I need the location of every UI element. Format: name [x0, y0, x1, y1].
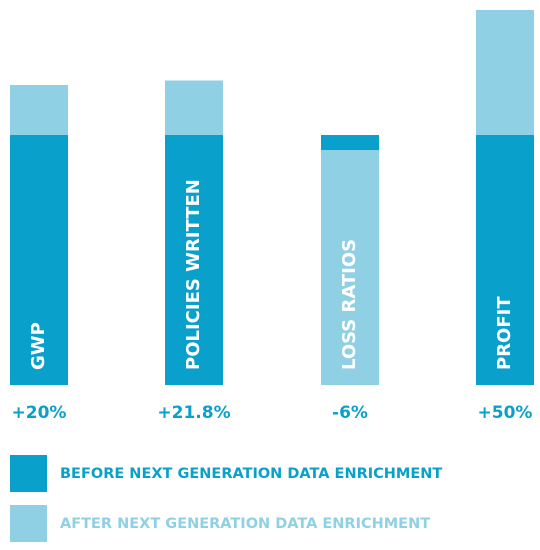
- value-label: +21.8%: [157, 403, 230, 423]
- category-label: GWP: [28, 322, 49, 370]
- category-label: LOSS RATIOS: [339, 239, 360, 370]
- bar-before: [165, 135, 223, 385]
- bar-change: [321, 135, 379, 150]
- category-label: PROFIT: [494, 296, 515, 370]
- legend-label: AFTER NEXT GENERATION DATA ENRICHMENT: [60, 516, 430, 532]
- bar-change: [165, 80, 223, 135]
- bar-change: [10, 85, 68, 135]
- bar-change: [476, 10, 534, 135]
- bar-before: [10, 135, 68, 385]
- bar-before: [476, 135, 534, 385]
- legend-label: BEFORE NEXT GENERATION DATA ENRICHMENT: [60, 466, 442, 482]
- legend-swatch: [10, 455, 47, 492]
- value-label: +20%: [12, 403, 67, 423]
- value-label: -6%: [332, 403, 368, 423]
- value-label: +50%: [478, 403, 533, 423]
- bar-after: [321, 150, 379, 385]
- legend-swatch: [10, 505, 47, 542]
- category-label: POLICIES WRITTEN: [183, 179, 204, 370]
